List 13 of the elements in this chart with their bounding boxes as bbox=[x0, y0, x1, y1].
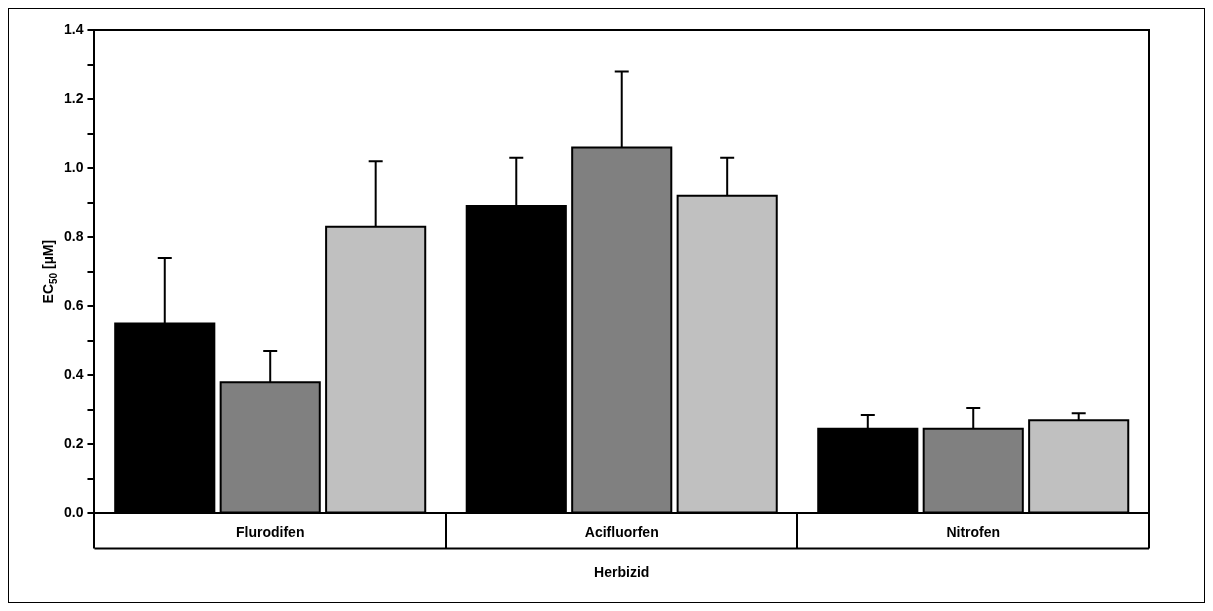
y-tick-label: 1.4 bbox=[63, 20, 84, 37]
y-tick-label: 1.2 bbox=[63, 89, 84, 106]
y-axis-title: EC50 [µM] bbox=[40, 239, 59, 304]
y-tick-label: 0.8 bbox=[63, 228, 84, 245]
y-tick-label: 0.0 bbox=[63, 504, 84, 521]
y-tick-label: 0.2 bbox=[63, 435, 84, 452]
x-tick-label: Acifluorfen bbox=[584, 523, 659, 540]
x-axis-title: Herbizid bbox=[594, 564, 650, 581]
y-tick-label: 0.4 bbox=[63, 366, 84, 383]
x-tick-label: Flurodifen bbox=[236, 523, 305, 540]
x-tick-label: Nitrofen bbox=[946, 523, 1001, 540]
y-tick-label: 0.6 bbox=[63, 297, 84, 314]
y-tick-label: 1.0 bbox=[63, 158, 84, 175]
